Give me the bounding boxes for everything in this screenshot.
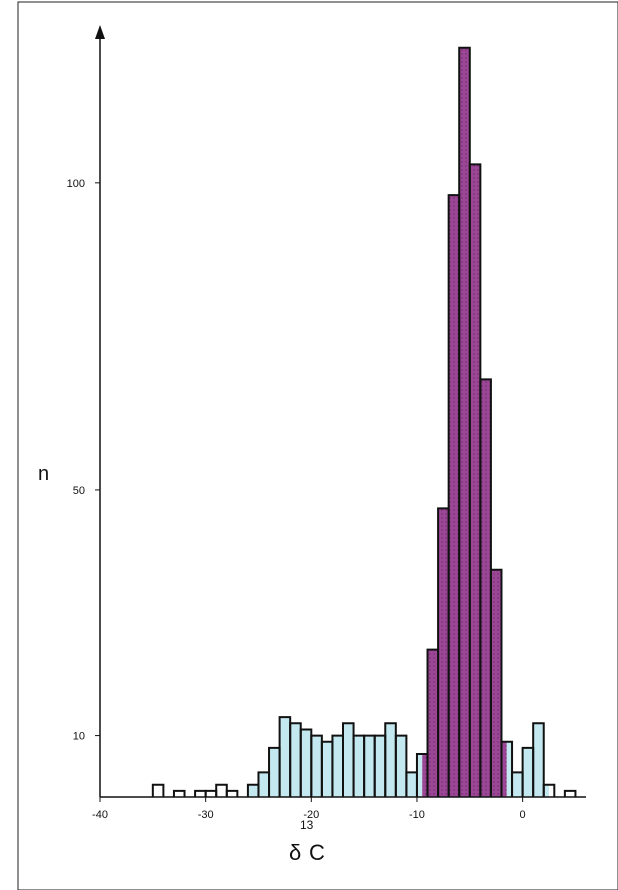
histogram-bar bbox=[172, 789, 186, 797]
x-axis-label-main: C bbox=[309, 840, 325, 865]
histogram-bar bbox=[151, 783, 165, 797]
y-tick-label: 10 bbox=[73, 731, 85, 743]
histogram-bar bbox=[204, 789, 218, 797]
x-axis-label-superscript: 13 bbox=[300, 818, 314, 832]
ticks: -40 -30 -20 -10 0 10 50 100 bbox=[67, 178, 526, 821]
page-frame bbox=[17, 1, 618, 890]
histogram-bar bbox=[542, 783, 556, 797]
histogram-bar bbox=[394, 734, 408, 797]
x-tick-label: -40 bbox=[92, 809, 108, 821]
x-tick-label: -10 bbox=[409, 809, 425, 821]
histogram-bar bbox=[532, 722, 545, 797]
histogram-bar bbox=[489, 568, 503, 797]
y-tick-label: 100 bbox=[67, 178, 85, 190]
histogram-bar bbox=[225, 789, 239, 797]
histogram-bar bbox=[194, 789, 207, 797]
y-tick-label: 50 bbox=[73, 485, 85, 497]
x-axis-label: δ 13 C bbox=[289, 818, 325, 865]
region-fill-0 bbox=[247, 717, 423, 797]
axes bbox=[95, 25, 586, 798]
x-tick-label: -20 bbox=[303, 809, 319, 821]
histogram-outline-group bbox=[151, 46, 577, 797]
y-axis-arrow-icon bbox=[95, 25, 105, 39]
histogram-bar bbox=[500, 740, 514, 797]
region-fill-1 bbox=[422, 47, 507, 797]
shaded-regions bbox=[247, 47, 550, 797]
y-axis-label: n bbox=[38, 463, 49, 485]
region-fill-2 bbox=[506, 723, 550, 797]
x-tick-label: -30 bbox=[198, 809, 214, 821]
x-tick-label: 0 bbox=[520, 809, 526, 821]
histogram-bar bbox=[215, 783, 228, 797]
histogram-bar bbox=[563, 789, 577, 797]
x-axis-label-prefix: δ bbox=[289, 840, 301, 865]
